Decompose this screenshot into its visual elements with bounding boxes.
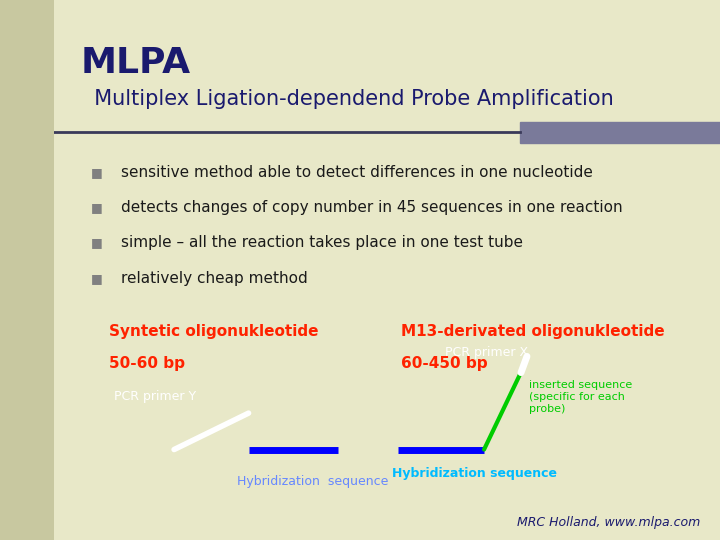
Text: simple – all the reaction takes place in one test tube: simple – all the reaction takes place in… xyxy=(121,235,523,251)
Text: Hybridization  sequence: Hybridization sequence xyxy=(237,475,388,489)
Text: Hybridization sequence: Hybridization sequence xyxy=(392,467,557,481)
Text: Syntetic oligonukleotide: Syntetic oligonukleotide xyxy=(109,324,318,339)
Text: ■: ■ xyxy=(91,272,102,285)
Text: detects changes of copy number in 45 sequences in one reaction: detects changes of copy number in 45 seq… xyxy=(121,200,622,215)
Text: MLPA: MLPA xyxy=(81,46,191,80)
Text: Multiplex Ligation-dependend Probe Amplification: Multiplex Ligation-dependend Probe Ampli… xyxy=(81,89,613,109)
Text: 50-60 bp: 50-60 bp xyxy=(109,356,184,372)
Text: ■: ■ xyxy=(91,201,102,214)
Text: relatively cheap method: relatively cheap method xyxy=(121,271,307,286)
Bar xyxy=(521,122,720,143)
Text: PCR primer X: PCR primer X xyxy=(445,346,528,359)
Text: PCR primer Y: PCR primer Y xyxy=(114,390,197,403)
Text: ■: ■ xyxy=(91,237,102,249)
Text: 60-450 bp: 60-450 bp xyxy=(400,356,487,372)
Text: inserted sequence
(specific for each
probe): inserted sequence (specific for each pro… xyxy=(528,380,632,414)
Text: M13-derivated oligonukleotide: M13-derivated oligonukleotide xyxy=(400,324,665,339)
Text: ■: ■ xyxy=(91,166,102,179)
Text: sensitive method able to detect differences in one nucleotide: sensitive method able to detect differen… xyxy=(121,165,593,180)
Text: MRC Holland, www.mlpa.com: MRC Holland, www.mlpa.com xyxy=(517,516,700,529)
